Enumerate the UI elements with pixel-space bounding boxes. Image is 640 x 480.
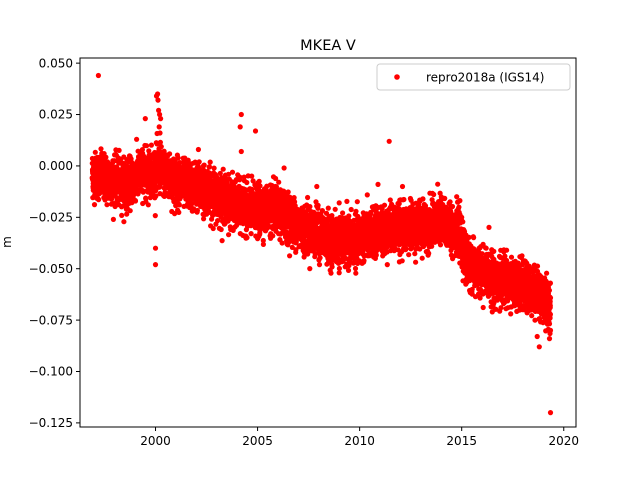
data-point: [260, 241, 266, 247]
data-point: [316, 262, 323, 268]
data-point: [177, 160, 183, 166]
data-point: [364, 192, 370, 198]
data-point: [384, 262, 390, 268]
data-point: [110, 216, 116, 222]
data-point: [152, 213, 158, 219]
data-point: [348, 206, 354, 213]
data-point: [315, 202, 321, 208]
data-point: [224, 180, 230, 187]
data-point: [270, 233, 276, 239]
data-point: [344, 198, 350, 204]
data-point: [103, 154, 109, 160]
data-point: [250, 178, 256, 184]
data-point: [148, 142, 154, 148]
data-point: [237, 174, 243, 180]
data-point: [185, 157, 191, 163]
data-point: [104, 202, 110, 208]
data-point: [194, 207, 200, 214]
data-point: [387, 197, 393, 203]
data-point: [176, 209, 182, 215]
data-point: [328, 270, 334, 276]
data-point: [176, 202, 182, 208]
data-point: [361, 258, 367, 264]
data-point: [218, 226, 224, 233]
data-point: [121, 219, 127, 225]
data-point: [144, 143, 150, 149]
data-point: [285, 189, 291, 195]
data-point: [210, 225, 216, 232]
data-point: [329, 264, 335, 270]
data-point: [132, 198, 139, 204]
data-point: [172, 211, 178, 217]
data-point: [305, 194, 311, 201]
data-point: [124, 211, 130, 217]
data-point: [373, 252, 379, 258]
data-point: [353, 208, 359, 214]
data-point: [211, 165, 217, 171]
data-point: [332, 206, 338, 212]
data-point: [354, 199, 360, 205]
data-point: [279, 240, 285, 246]
data-point: [249, 173, 255, 179]
data-point: [134, 136, 140, 142]
data-point: [345, 267, 352, 273]
data-point: [92, 149, 98, 155]
data-point: [287, 253, 293, 259]
data-point: [244, 235, 250, 241]
data-point: [219, 238, 225, 244]
data-point: [146, 148, 152, 154]
data-point: [139, 147, 145, 153]
data-point: [98, 146, 104, 152]
data-point: [175, 155, 181, 161]
data-point: [256, 178, 262, 184]
data-point: [207, 159, 213, 165]
data-point: [353, 270, 359, 276]
data-point: [225, 171, 232, 177]
data-point: [196, 159, 202, 165]
data-point: [248, 231, 254, 237]
data-point: [307, 266, 313, 272]
data-point: [352, 265, 359, 272]
data-point: [116, 147, 122, 153]
data-point: [340, 210, 346, 216]
data-point: [153, 193, 159, 199]
data-point: [157, 139, 163, 145]
data-point: [167, 151, 173, 157]
data-point: [381, 202, 388, 208]
data-point: [206, 209, 212, 215]
data-point: [217, 170, 223, 176]
data-point: [346, 213, 352, 219]
data-points: [89, 72, 554, 416]
data-point: [158, 144, 164, 150]
data-point: [226, 232, 232, 238]
data-point: [96, 197, 102, 203]
data-point: [201, 162, 207, 168]
data-point: [127, 208, 133, 214]
data-point: [91, 202, 98, 208]
data-point: [307, 204, 313, 210]
data-point: [220, 166, 226, 172]
data-point: [276, 179, 282, 185]
data-point: [206, 164, 212, 170]
data-point: [249, 186, 255, 192]
data-point: [201, 216, 207, 222]
data-point: [325, 205, 331, 211]
data-point: [119, 212, 125, 218]
data-point: [257, 183, 263, 189]
data-point: [215, 218, 221, 224]
data-point: [244, 179, 250, 186]
data-point: [145, 202, 151, 208]
data-point: [317, 255, 323, 261]
chart-title: MKEA V: [300, 38, 356, 54]
data-point: [189, 201, 195, 207]
data-point: [229, 169, 236, 175]
data-point: [260, 237, 266, 244]
